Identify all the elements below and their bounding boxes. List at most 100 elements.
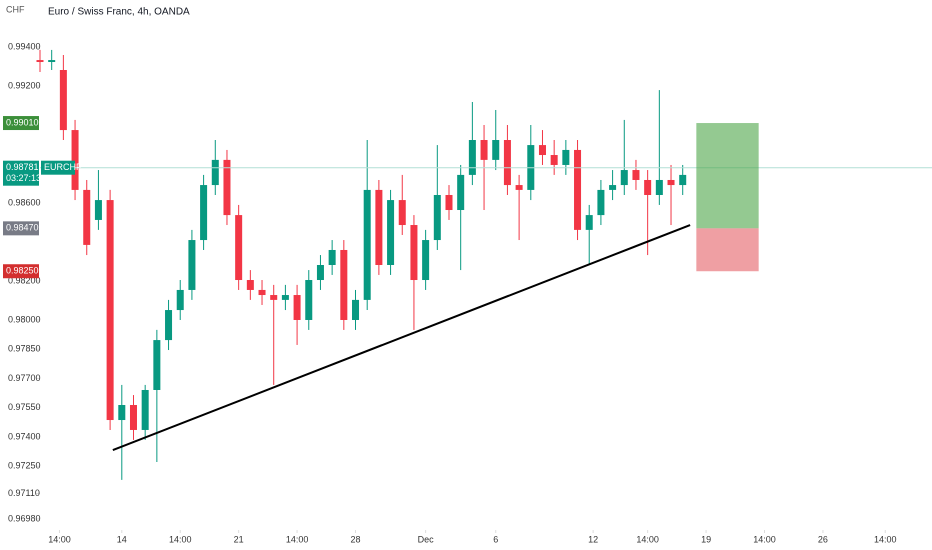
candle-body (106, 200, 114, 421)
candle-body (59, 70, 67, 131)
candle-body (620, 170, 628, 186)
candle-body (246, 280, 254, 290)
candle-body (165, 310, 173, 341)
y-tick-label: 0.98600 (8, 197, 41, 207)
entry-badge (3, 221, 39, 236)
y-tick-label: 0.99200 (8, 80, 41, 90)
candle-body (223, 159, 231, 216)
x-tick-label: 14:00 (874, 534, 897, 544)
y-tick-label: 0.99400 (8, 41, 41, 51)
candle-body (129, 405, 137, 430)
x-tick-label: Dec (418, 534, 435, 544)
candle-body (176, 289, 184, 311)
x-tick-label: 14 (117, 534, 127, 544)
candle-body (375, 189, 383, 265)
x-tick-label: 28 (351, 534, 361, 544)
trendline (112, 224, 691, 451)
target-zone (696, 123, 759, 229)
candle-body (422, 240, 430, 281)
candle-body (410, 225, 418, 281)
entry-badge-label: 0.98470 (6, 223, 39, 233)
candle-body (352, 299, 360, 320)
x-tick-label: 21 (234, 534, 244, 544)
candle-body (492, 140, 500, 160)
x-tick-label: 19 (701, 534, 711, 544)
candle-body (503, 140, 511, 186)
target-badge (3, 116, 39, 131)
y-tick-label: 0.97110 (8, 488, 40, 498)
candle-body (118, 405, 126, 421)
candle-body (36, 60, 44, 63)
candle-body (550, 155, 558, 165)
candle-body (597, 189, 605, 216)
candle-body (457, 174, 465, 211)
countdown: 03:27:13 (6, 173, 41, 183)
candle-body (538, 145, 546, 156)
candle-body (270, 295, 278, 300)
current-price-label: 0.98781 (6, 162, 39, 172)
symbol-badge (41, 160, 75, 175)
y-tick-label: 0.96980 (8, 513, 41, 523)
candle-body (433, 194, 441, 241)
candle-body (445, 194, 453, 211)
candle-body (655, 179, 663, 195)
y-tick-label: 0.98200 (8, 275, 41, 285)
x-tick-label: 14:00 (286, 534, 309, 544)
y-tick-label: 0.97250 (8, 461, 41, 471)
candle-body (316, 265, 324, 281)
candle-body (574, 149, 582, 230)
candle-body (293, 295, 301, 320)
stop-badge (3, 264, 39, 279)
candle-body (200, 185, 208, 241)
candle-body (94, 200, 102, 220)
candle-body (328, 249, 336, 265)
y-tick-label: 0.97400 (8, 431, 41, 441)
y-tick-label: 0.97850 (8, 344, 41, 354)
x-tick-label: 6 (493, 534, 498, 544)
candle-body (667, 179, 675, 186)
candle-body (632, 170, 640, 180)
candle-body (363, 189, 371, 300)
y-tick-label: 0.97550 (8, 402, 41, 412)
x-tick-label: 12 (588, 534, 598, 544)
stop-badge-label: 0.98250 (6, 266, 39, 276)
chart-title: Euro / Swiss Franc, 4h, OANDA (48, 7, 190, 18)
x-tick-label: 14:00 (48, 534, 71, 544)
candle-body (48, 60, 56, 63)
symbol-label: EURCHF (44, 162, 82, 172)
candle-body (153, 340, 161, 390)
y-tick-label: 0.98000 (8, 314, 41, 324)
candle-body (340, 249, 348, 320)
candle-body (305, 280, 313, 320)
candle-body (71, 130, 79, 190)
candle-body (609, 185, 617, 190)
x-tick-label: 14:00 (753, 534, 776, 544)
candle-body (515, 185, 523, 190)
current-price-badge (3, 160, 39, 186)
y-tick-label: 0.97700 (8, 373, 41, 383)
candle-body (387, 200, 395, 265)
candle-body (468, 140, 476, 175)
candle-body (562, 149, 570, 165)
candle-body (258, 289, 266, 296)
x-tick-label: 14:00 (169, 534, 192, 544)
y-axis-label: CHF (6, 4, 25, 14)
candle-body (644, 179, 652, 195)
candle-body (480, 140, 488, 160)
candle-body (235, 215, 243, 281)
candle-body (281, 295, 289, 300)
target-badge-label: 0.99010 (6, 117, 39, 127)
candle-body (211, 159, 219, 186)
candle-body (83, 189, 91, 245)
x-tick-label: 14:00 (636, 534, 659, 544)
stop-zone (696, 228, 759, 272)
candle-body (188, 240, 196, 290)
candle-body (679, 174, 687, 186)
candle-body (398, 200, 406, 226)
candle-body (585, 215, 593, 230)
candle-body (141, 389, 149, 430)
x-tick-label: 26 (818, 534, 828, 544)
